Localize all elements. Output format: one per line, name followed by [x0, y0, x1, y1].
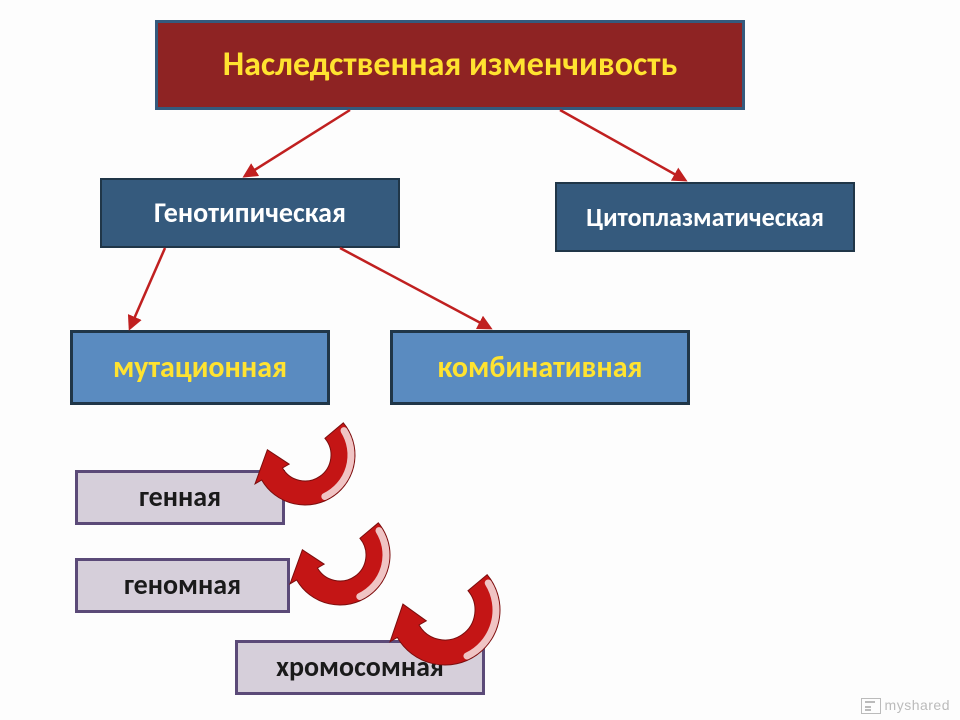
- mutational-label: мутационная: [113, 351, 287, 384]
- genotypic-node: Генотипическая: [100, 178, 400, 248]
- straight-arrow: [560, 110, 685, 180]
- combinative-label: комбинативная: [438, 351, 643, 384]
- genotypic-label: Генотипическая: [154, 198, 346, 229]
- watermark-icon: [861, 698, 881, 714]
- straight-arrow: [340, 248, 490, 328]
- chromosomal-node: хромосомная: [235, 640, 485, 695]
- cytoplasmic-node: Цитоплазматическая: [555, 182, 855, 252]
- combinative-node: комбинативная: [390, 330, 690, 405]
- curved-arrow-highlight: [325, 431, 351, 497]
- root-node: Наследственная изменчивость: [155, 20, 745, 110]
- watermark-text: myshared: [885, 697, 950, 713]
- straight-arrow: [245, 110, 350, 176]
- curved-arrow-highlight: [360, 531, 386, 597]
- watermark: myshared: [861, 697, 950, 714]
- gene-node: генная: [75, 470, 285, 525]
- root-label: Наследственная изменчивость: [223, 46, 678, 83]
- cytoplasmic-label: Цитоплазматическая: [586, 203, 824, 232]
- straight-arrow: [130, 248, 165, 328]
- chromosomal-label: хромосомная: [276, 652, 444, 683]
- gene-label: генная: [139, 482, 221, 513]
- mutational-node: мутационная: [70, 330, 330, 405]
- curved-arrow: [290, 523, 390, 605]
- genomic-label: геномная: [124, 570, 241, 601]
- genomic-node: геномная: [75, 558, 290, 613]
